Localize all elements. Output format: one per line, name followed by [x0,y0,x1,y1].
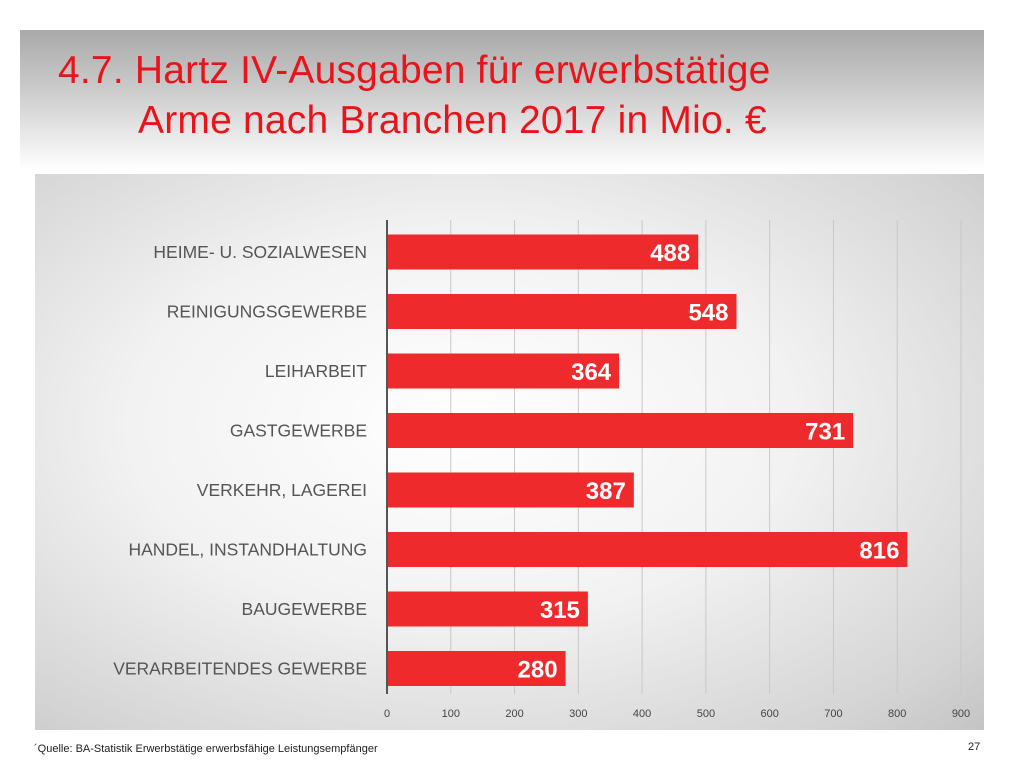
bar [387,591,588,627]
title-line-1: 4.7. Hartz IV-Ausgaben für erwerbstätige [58,49,771,92]
bar [387,353,620,389]
bar-value-label: 387 [586,478,626,505]
bar [387,234,699,270]
x-tick-label: 900 [952,708,970,720]
chart-panel: 0 100 200 300 400 500 600 700 800 900 488 HEIME- U.… [35,174,984,730]
category-label: HEIME- U. SOZIALWESEN [153,242,367,262]
x-tick-label: 400 [633,708,651,720]
bar [387,472,634,508]
category-label: LEIHARBEIT [265,361,367,381]
category-label: VERARBEITENDES GEWERBE [113,659,367,679]
slide-title: 4.7. Hartz IV-Ausgaben für erwerbstätige… [58,46,958,146]
bar [387,413,854,448]
x-tick-label: 500 [697,708,715,720]
category-label: VERKEHR, LAGEREI [197,480,367,500]
x-tick-label: 800 [888,708,906,720]
bar [387,651,566,686]
title-band [20,30,984,170]
x-tick-label: 200 [505,708,523,720]
x-tick-label: 100 [442,708,460,720]
category-label: HANDEL, INSTANDHALTUNG [128,540,367,560]
bar [387,294,737,329]
x-tick-label: 300 [569,708,587,720]
category-label: BAUGEWERBE [242,599,367,619]
bar-value-label: 364 [571,359,612,386]
bar-value-label: 731 [805,419,845,446]
bar-value-label: 280 [518,657,558,684]
category-label: REINIGUNGSGEWERBE [167,302,367,322]
bar [387,532,908,567]
source-note: ´Quelle: BA-Statistik Erwerbstätige erwe… [34,743,378,755]
title-line-2: Arme nach Branchen 2017 in Mio. € [138,99,767,142]
bar-value-label: 488 [650,240,690,267]
bar-chart: 0 100 200 300 400 500 600 700 800 900 488 HEIME- U.… [113,220,970,720]
x-tick-label: 600 [760,708,778,720]
bar-value-label: 816 [859,538,899,565]
bar-value-label: 548 [688,300,728,327]
page-number: 27 [968,741,981,753]
x-tick-label: 700 [824,708,842,720]
x-tick-label: 0 [384,708,390,720]
bar-value-label: 315 [540,597,580,624]
category-label: GASTGEWERBE [230,421,367,441]
